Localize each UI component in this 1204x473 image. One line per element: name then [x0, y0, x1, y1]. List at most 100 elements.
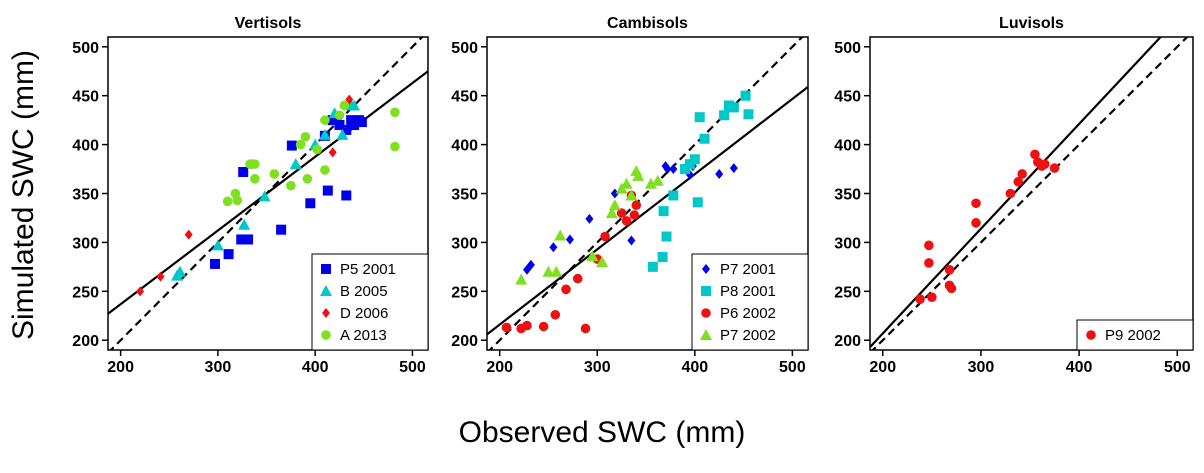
point	[668, 190, 679, 201]
panel: Luvisols 200 300 400 500 200 250 300 350 400 450 50…	[834, 15, 1194, 376]
y-tick-label: 350	[451, 187, 478, 204]
plot-area	[870, 37, 1189, 350]
legend-marker	[702, 264, 710, 274]
point	[522, 320, 532, 331]
point	[657, 252, 668, 263]
y-tick-label: 400	[834, 138, 861, 155]
legend: P7 2001 P8 2001 P6 2002 P7 2002	[691, 253, 809, 351]
legend-label: P7 2001	[720, 261, 776, 278]
legend-marker	[320, 285, 332, 296]
point	[689, 154, 700, 165]
point	[243, 234, 254, 245]
point	[515, 273, 528, 285]
legend-marker	[700, 329, 712, 340]
point	[924, 240, 934, 251]
point	[561, 284, 571, 295]
y-tick-label: 250	[72, 284, 99, 301]
one-to-one-line	[109, 37, 424, 350]
point	[719, 110, 730, 121]
y-tick-label: 250	[451, 284, 478, 301]
legend-label: P8 2001	[720, 283, 776, 300]
point	[610, 188, 619, 199]
plot-area	[487, 37, 808, 350]
point	[341, 124, 352, 135]
x-tick-label: 500	[399, 359, 426, 376]
point	[236, 234, 247, 245]
point	[327, 115, 338, 126]
point	[715, 168, 724, 179]
point	[501, 322, 512, 333]
legend-marker	[321, 264, 331, 274]
point	[173, 265, 186, 277]
point	[184, 229, 193, 240]
point	[743, 109, 754, 120]
x-tick-label: 500	[779, 359, 806, 376]
point	[680, 164, 691, 175]
point	[621, 216, 632, 226]
one-to-one-line	[871, 37, 1189, 350]
y-axis-title: Simulated SWC (mm)	[7, 50, 40, 340]
point	[1013, 176, 1024, 187]
point	[572, 273, 583, 284]
point	[600, 231, 610, 242]
point	[627, 235, 636, 246]
y-tick-label: 450	[834, 89, 861, 106]
panel: Vertisols 200 300 400 500 200 250 300 350 400 450 5…	[72, 15, 429, 376]
point	[339, 100, 350, 111]
legend: P9 2002	[1076, 319, 1194, 351]
y-tick-label: 300	[451, 235, 478, 252]
point	[644, 177, 657, 189]
point	[669, 164, 678, 175]
point	[1017, 169, 1027, 179]
panel-title: Luvisols	[999, 15, 1064, 32]
point	[629, 210, 640, 220]
x-tick-label: 400	[681, 359, 708, 376]
legend-marker	[701, 286, 711, 296]
fit-line	[487, 86, 808, 336]
y-tick-label: 400	[72, 138, 99, 155]
point	[526, 259, 535, 270]
point	[944, 264, 955, 275]
legend-label: P9 2002	[1105, 327, 1161, 344]
legend-label: P5 2001	[340, 261, 396, 278]
point	[729, 163, 738, 174]
point	[542, 265, 555, 277]
point	[336, 128, 349, 140]
point	[238, 218, 251, 230]
point	[651, 174, 664, 186]
y-tick-label: 450	[72, 89, 99, 106]
point	[258, 190, 271, 202]
legend-marker	[701, 308, 711, 318]
point	[699, 133, 710, 144]
legend-marker	[1086, 330, 1096, 340]
legend-label: B 2005	[340, 283, 388, 300]
legend-label: D 2006	[340, 305, 388, 322]
point	[620, 177, 633, 189]
y-tick-label: 200	[72, 333, 99, 350]
point	[565, 234, 574, 245]
point	[286, 140, 297, 151]
point	[538, 321, 549, 332]
point	[312, 144, 322, 155]
point	[971, 198, 981, 209]
point	[550, 309, 561, 320]
one-to-one-line	[488, 37, 804, 350]
y-tick-label: 200	[451, 333, 478, 350]
y-tick-label: 500	[451, 40, 478, 57]
point	[625, 189, 638, 201]
point	[661, 231, 672, 242]
y-tick-label: 300	[72, 235, 99, 252]
point	[390, 141, 400, 152]
point	[608, 199, 621, 211]
point	[549, 242, 558, 253]
point	[663, 164, 672, 175]
point	[692, 197, 703, 208]
plot-frame	[869, 36, 1194, 351]
point	[585, 213, 594, 224]
y-tick-label: 500	[72, 40, 99, 57]
point	[341, 190, 352, 201]
point	[1030, 149, 1040, 160]
point	[1049, 163, 1060, 173]
y-tick-label: 400	[451, 138, 478, 155]
